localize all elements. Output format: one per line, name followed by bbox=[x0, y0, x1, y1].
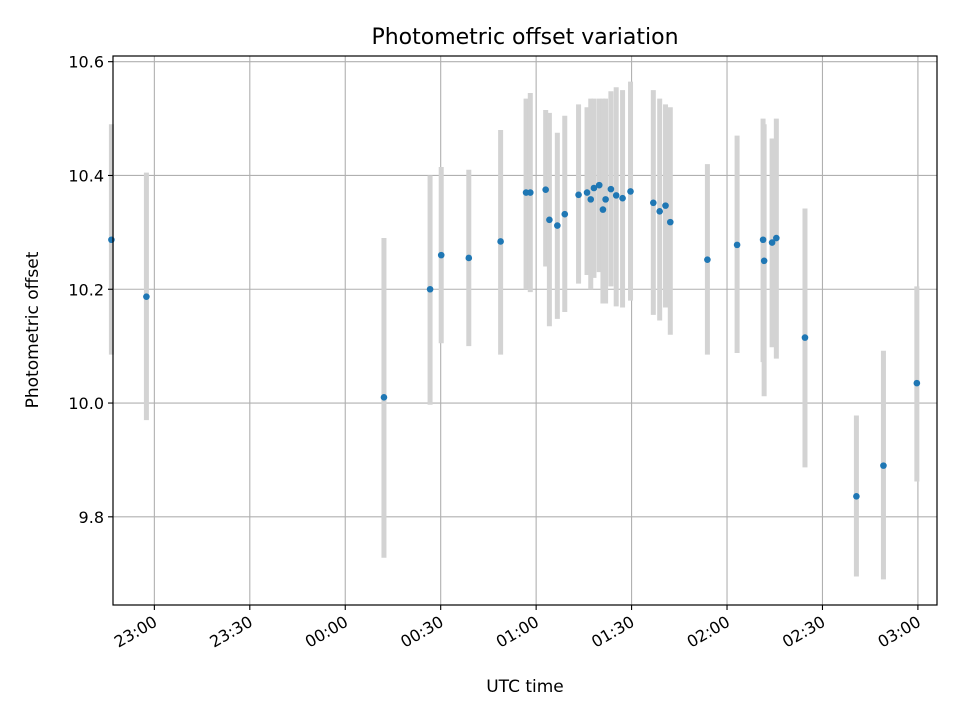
y-tick-label: 9.8 bbox=[79, 508, 104, 527]
data-point bbox=[662, 202, 669, 209]
data-point bbox=[627, 188, 634, 195]
data-point bbox=[546, 216, 553, 224]
data-point bbox=[143, 293, 150, 300]
data-point bbox=[612, 192, 620, 199]
data-point bbox=[602, 196, 609, 203]
data-point bbox=[619, 194, 626, 202]
y-tick-label: 10.2 bbox=[68, 280, 104, 299]
data-point bbox=[768, 239, 776, 246]
grid-lines bbox=[113, 56, 937, 605]
data-point bbox=[497, 238, 504, 245]
y-axis-ticks: 9.8 10.0 10.2 10.4 10.6 bbox=[68, 53, 113, 527]
data-point bbox=[583, 189, 591, 196]
data-point bbox=[760, 257, 768, 265]
y-tick-label: 10.4 bbox=[68, 166, 104, 185]
y-tick-label: 10.6 bbox=[68, 53, 104, 72]
data-point bbox=[853, 493, 860, 500]
data-point bbox=[599, 206, 607, 213]
data-point bbox=[801, 334, 809, 341]
data-point bbox=[587, 196, 595, 203]
plot-area-frame bbox=[112, 55, 938, 606]
y-axis-label: Photometric offset bbox=[23, 251, 43, 408]
data-point bbox=[465, 254, 473, 262]
data-point bbox=[575, 191, 582, 199]
data-points bbox=[108, 181, 921, 500]
data-point bbox=[607, 185, 615, 193]
data-point bbox=[650, 199, 657, 207]
y-tick-label: 10.0 bbox=[68, 394, 104, 413]
data-point bbox=[666, 218, 674, 226]
data-point bbox=[595, 181, 603, 189]
data-point bbox=[773, 234, 780, 242]
data-point bbox=[426, 285, 434, 293]
data-point bbox=[554, 222, 561, 229]
data-point bbox=[590, 184, 598, 192]
data-point bbox=[733, 241, 741, 249]
data-point bbox=[656, 208, 663, 215]
data-point bbox=[561, 210, 569, 218]
data-point bbox=[437, 251, 445, 259]
data-point bbox=[913, 379, 921, 387]
data-point bbox=[527, 189, 534, 196]
chart-title: Photometric offset variation bbox=[371, 25, 678, 50]
data-point bbox=[380, 394, 388, 401]
x-axis-label: UTC time bbox=[486, 677, 564, 697]
data-point bbox=[108, 236, 115, 244]
data-point bbox=[880, 462, 887, 469]
data-point bbox=[542, 186, 549, 193]
data-point bbox=[759, 236, 767, 244]
data-point bbox=[704, 256, 711, 263]
